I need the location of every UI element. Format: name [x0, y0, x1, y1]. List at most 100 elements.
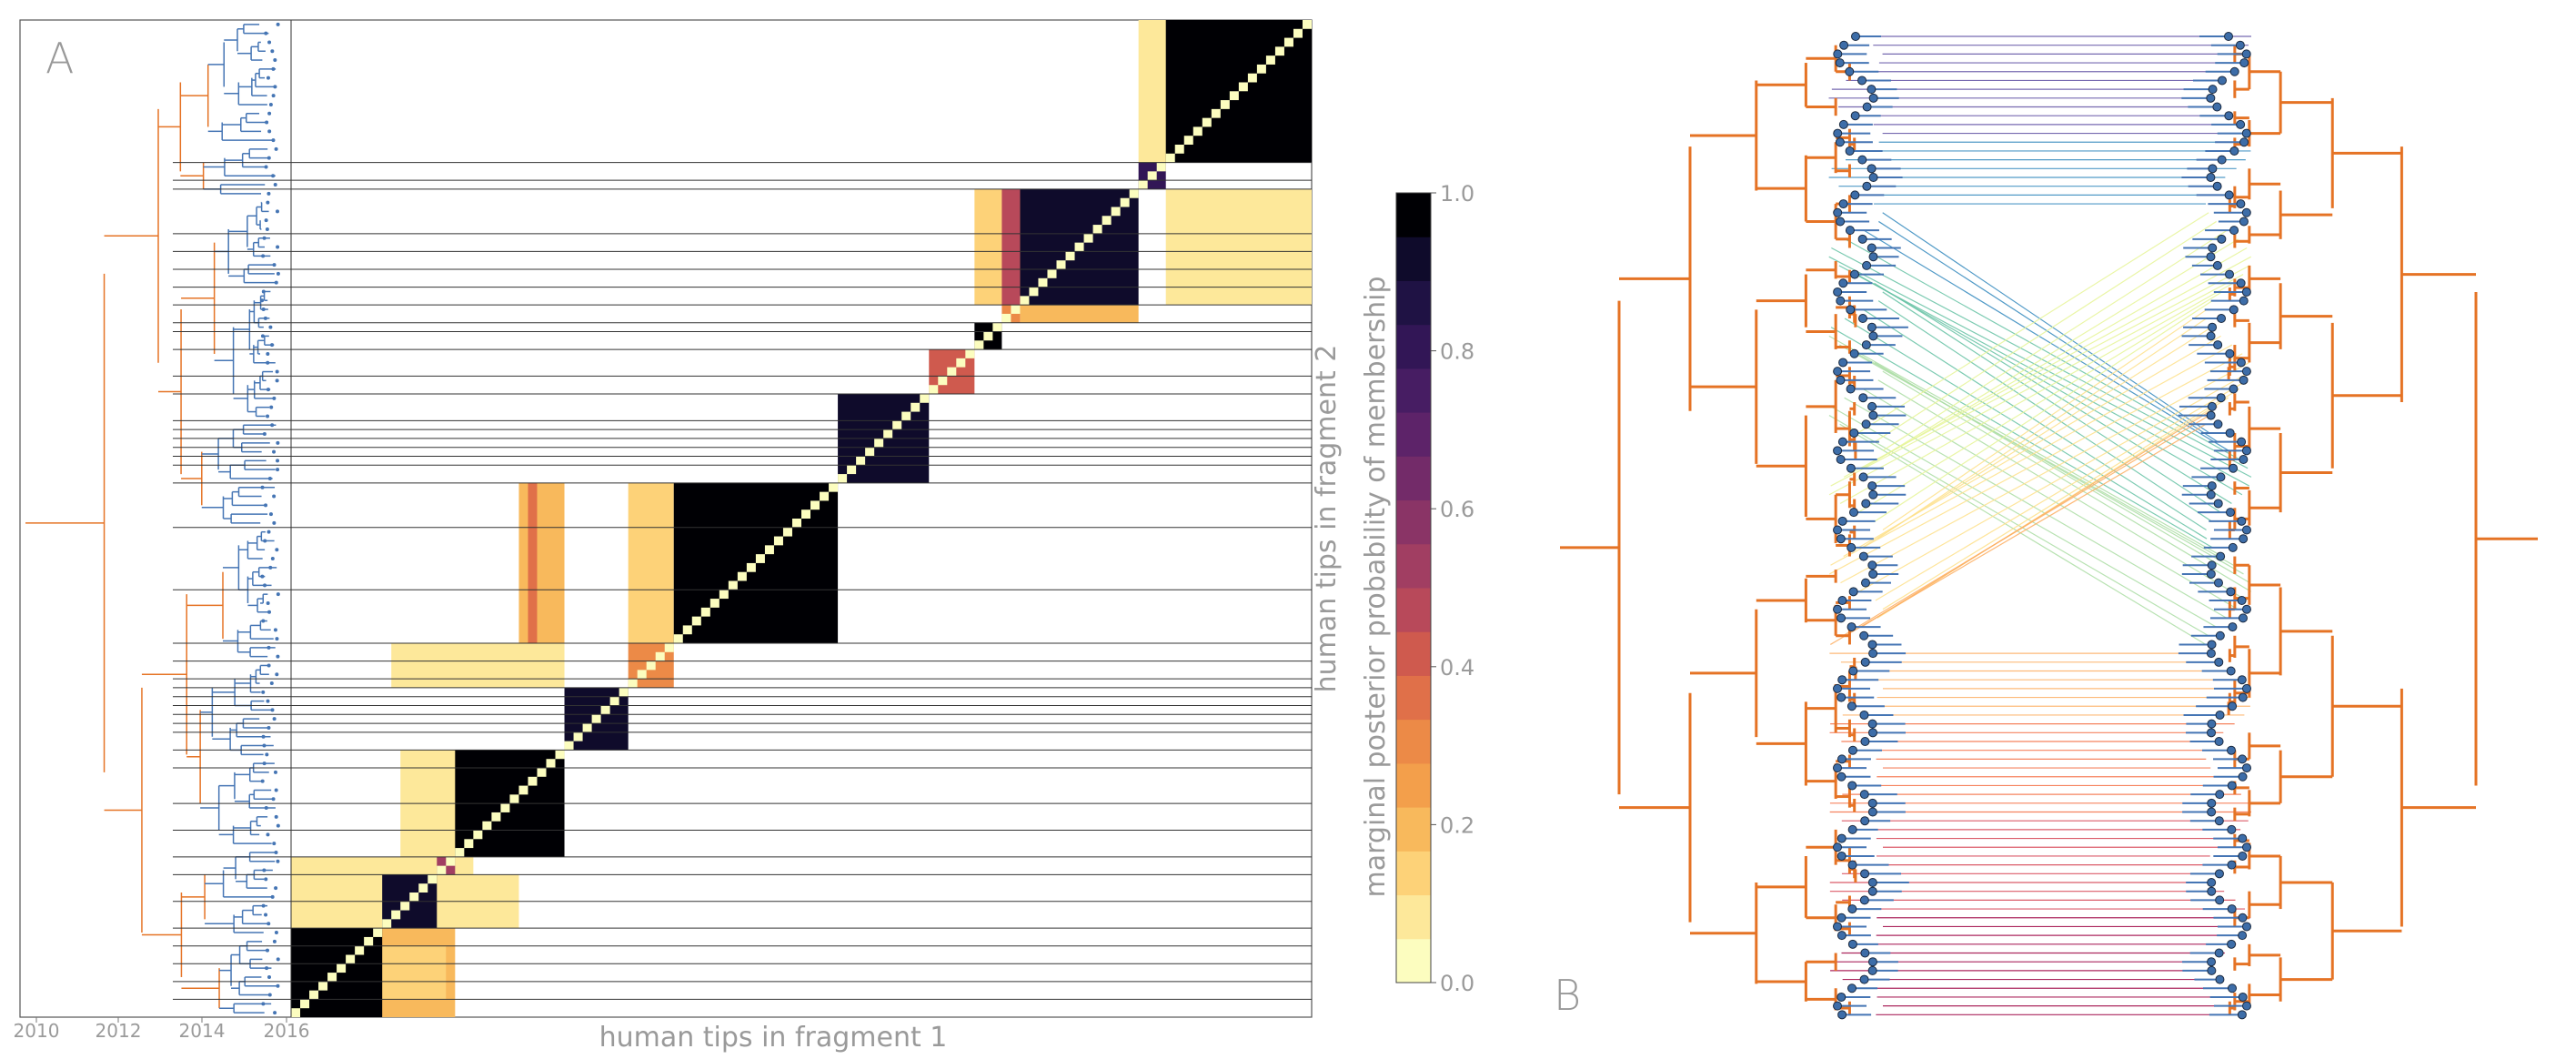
- tree-tip: [1868, 173, 1878, 182]
- tree-tip: [1868, 569, 1878, 579]
- tree-tip: [1836, 296, 1846, 306]
- tree-tip: [263, 583, 267, 588]
- tree-tip: [2207, 560, 2217, 570]
- diagonal-cell: [956, 358, 966, 368]
- diagonal-cell: [865, 447, 875, 457]
- colorbar-swatch: [1396, 631, 1431, 676]
- tree-tip: [1857, 234, 1867, 244]
- tree-tip: [2217, 76, 2227, 86]
- diagonal-cell: [1302, 20, 1312, 29]
- tree-tip: [1833, 604, 1843, 614]
- tree-tip: [2213, 340, 2223, 350]
- tree-tip: [1836, 613, 1846, 623]
- tangle-line: [1830, 327, 2213, 549]
- tree-tip: [260, 779, 265, 783]
- diagonal-cell: [518, 785, 528, 795]
- diagonal-cell: [1083, 233, 1093, 243]
- diagonal-cell: [892, 420, 902, 430]
- diagonal-cell: [737, 571, 747, 581]
- diagonal-cell: [810, 500, 820, 510]
- tree-tip: [1861, 499, 1871, 509]
- diagonal-cell: [473, 830, 483, 840]
- tree-tip: [2229, 305, 2239, 315]
- tree-tip: [267, 922, 271, 926]
- colorbar-frame: [1395, 192, 1432, 983]
- tree-tip: [272, 494, 277, 499]
- diagonal-cell: [546, 759, 556, 768]
- y-axis-label: human tips in fragment 2: [1311, 345, 1343, 693]
- tangle-line: [1863, 308, 2207, 531]
- tree-tip: [275, 369, 279, 374]
- tree-tip: [266, 600, 270, 605]
- tree-tip: [274, 931, 278, 935]
- colorbar-tick-label: 0.2: [1440, 812, 1474, 838]
- tree-tip: [1837, 596, 1847, 605]
- diagonal-cell: [1174, 145, 1184, 154]
- tree-tip: [2206, 489, 2216, 499]
- tree-tip: [1859, 630, 1869, 640]
- diagonal-cell: [1029, 287, 1039, 297]
- heatmap-offdiag-block: [1001, 188, 1021, 306]
- diagonal-cell: [1238, 82, 1248, 92]
- diagonal-cell: [1293, 28, 1303, 38]
- tree-tip: [1836, 772, 1846, 782]
- tree-tip: [271, 174, 276, 178]
- tree-tip: [2241, 1001, 2251, 1011]
- tree-tip: [1860, 816, 1870, 826]
- tree-tip: [2241, 922, 2251, 932]
- diagonal-cell: [856, 456, 866, 466]
- diagonal-cell: [1165, 153, 1175, 163]
- diagonal-cell: [782, 527, 792, 537]
- tree-tip: [1867, 322, 1877, 332]
- heatmap-offdiag-block: [518, 482, 565, 643]
- tangle-line: [1830, 265, 2250, 487]
- tree-tip: [1868, 331, 1878, 341]
- tangle-line: [1858, 370, 2252, 592]
- tree-tip: [265, 966, 269, 971]
- diagonal-cell: [682, 625, 692, 635]
- tree-tip: [1868, 93, 1878, 103]
- tree-tip: [2207, 965, 2217, 975]
- tree-tip: [2241, 525, 2251, 535]
- tree-tip: [273, 183, 277, 187]
- tree-tip: [271, 797, 276, 802]
- tree-tip: [1850, 111, 1860, 121]
- diagonal-cell: [791, 519, 801, 528]
- diagonal-cell: [838, 474, 848, 483]
- diagonal-cell: [746, 562, 756, 572]
- tree-tip: [276, 245, 280, 249]
- diagonal-cell: [1147, 171, 1157, 181]
- tree-tip: [267, 530, 271, 534]
- diagonal-cell: [1220, 100, 1230, 109]
- tangle-line: [1830, 344, 2233, 566]
- tree-tip: [2241, 128, 2251, 138]
- tree-tip: [2238, 913, 2248, 923]
- tangle-line: [1828, 274, 2244, 496]
- tangle-line: [1875, 379, 2249, 601]
- tree-tip: [1847, 781, 1857, 791]
- tree-tip: [2226, 666, 2236, 676]
- tree-tip: [273, 58, 277, 63]
- diagonal-cell: [938, 376, 948, 386]
- diagonal-cell: [1283, 37, 1293, 47]
- tree-tip: [1836, 375, 1846, 385]
- tree-tip: [2206, 569, 2216, 579]
- tree-tip: [2238, 772, 2248, 782]
- tree-tip: [1860, 948, 1870, 958]
- tree-tip: [1859, 974, 1869, 984]
- tree-tip: [1860, 657, 1870, 667]
- diagonal-cell: [509, 794, 519, 804]
- tree-tip: [261, 308, 266, 312]
- diagonal-cell: [773, 536, 783, 546]
- tree-tip: [1848, 587, 1858, 597]
- tangle-line: [1882, 370, 2252, 592]
- tree-tip: [2225, 348, 2235, 358]
- tree-tip: [275, 209, 279, 214]
- tree-tip: [1837, 675, 1847, 685]
- tree-tip: [2239, 58, 2249, 68]
- diagonal-cell: [755, 554, 765, 563]
- tree-tip: [269, 405, 274, 409]
- tree-tip: [2239, 455, 2249, 464]
- diagonal-cell: [992, 322, 1002, 332]
- tree-tip: [267, 645, 271, 650]
